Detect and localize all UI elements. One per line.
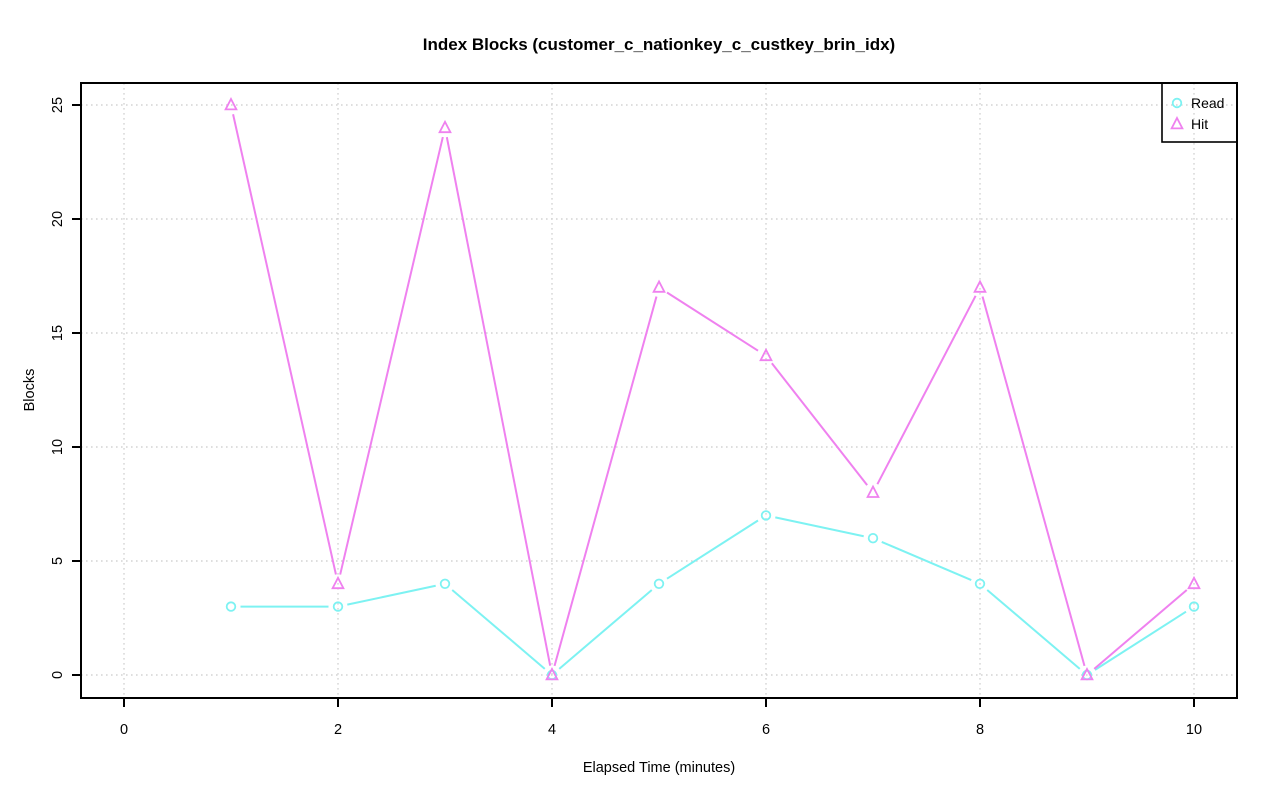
x-tick-label: 0 [120, 722, 128, 738]
series-hit-marker [1080, 667, 1094, 681]
series-read-marker [974, 578, 986, 590]
legend-box [1161, 82, 1238, 143]
series-hit-segment [666, 291, 759, 352]
plot-box [80, 82, 1238, 699]
series-read [225, 510, 1200, 681]
series-read-segment [666, 519, 759, 580]
y-axis-title: Blocks [22, 369, 38, 412]
x-tick-label: 4 [548, 722, 556, 738]
y-tick-label: 0 [50, 671, 66, 679]
legend-hit-marker [1170, 116, 1184, 130]
series-hit-marker [545, 667, 559, 681]
series-hit-segment [876, 295, 977, 485]
series-hit-segment [771, 362, 868, 486]
y-tick-label: 20 [50, 211, 66, 227]
x-tick-label: 8 [976, 722, 984, 738]
series-hit-segment [232, 114, 337, 575]
series-hit-marker [1187, 575, 1201, 590]
series-hit [224, 97, 1201, 681]
series-read-marker [439, 578, 451, 590]
axes-layer: 0 2 4 6 8 10 0 5 10 15 20 25 [50, 82, 1238, 738]
series-read-segment [775, 516, 864, 538]
y-tick-label: 15 [50, 325, 66, 341]
legend-read-marker [1171, 97, 1183, 109]
series-hit-marker [652, 279, 666, 293]
series-read-marker [867, 533, 879, 544]
series-hit-marker [973, 279, 987, 293]
x-tick-label: 2 [334, 722, 342, 738]
series-layer [224, 97, 1201, 681]
x-tick-label: 6 [762, 722, 770, 738]
x-tick-label: 10 [1186, 722, 1202, 738]
series-hit-marker [331, 575, 345, 590]
series-hit-marker [224, 97, 238, 111]
series-hit-segment [553, 296, 658, 667]
series-hit-segment [1093, 589, 1188, 670]
series-hit-marker [438, 119, 452, 134]
series-read-segment [1094, 610, 1187, 671]
legend-layer: Read Hit [1161, 82, 1238, 143]
y-tick-label: 25 [50, 97, 66, 113]
y-tick-label: 5 [50, 557, 66, 565]
series-hit-segment [981, 296, 1086, 667]
series-read-segment [986, 589, 1081, 670]
legend-hit-label: Hit [1191, 116, 1208, 132]
series-hit-segment [445, 136, 552, 666]
series-read-marker [225, 601, 237, 612]
series-read-marker [1188, 601, 1200, 612]
series-read-marker [332, 601, 344, 612]
legend-read-label: Read [1191, 95, 1224, 111]
series-read-marker [760, 510, 772, 521]
series-read-segment [881, 541, 972, 581]
y-tick-label: 10 [50, 439, 66, 455]
x-axis-title: Elapsed Time (minutes) [583, 760, 735, 776]
series-hit-marker [759, 347, 773, 362]
series-hit-segment [339, 136, 444, 575]
series-hit-marker [866, 484, 880, 498]
series-read-segment [347, 584, 436, 606]
series-read-segment [451, 589, 546, 670]
series-read-marker [653, 578, 665, 590]
chart-title: Index Blocks (customer_c_nationkey_c_cus… [423, 35, 895, 54]
series-read-segment [558, 589, 653, 670]
